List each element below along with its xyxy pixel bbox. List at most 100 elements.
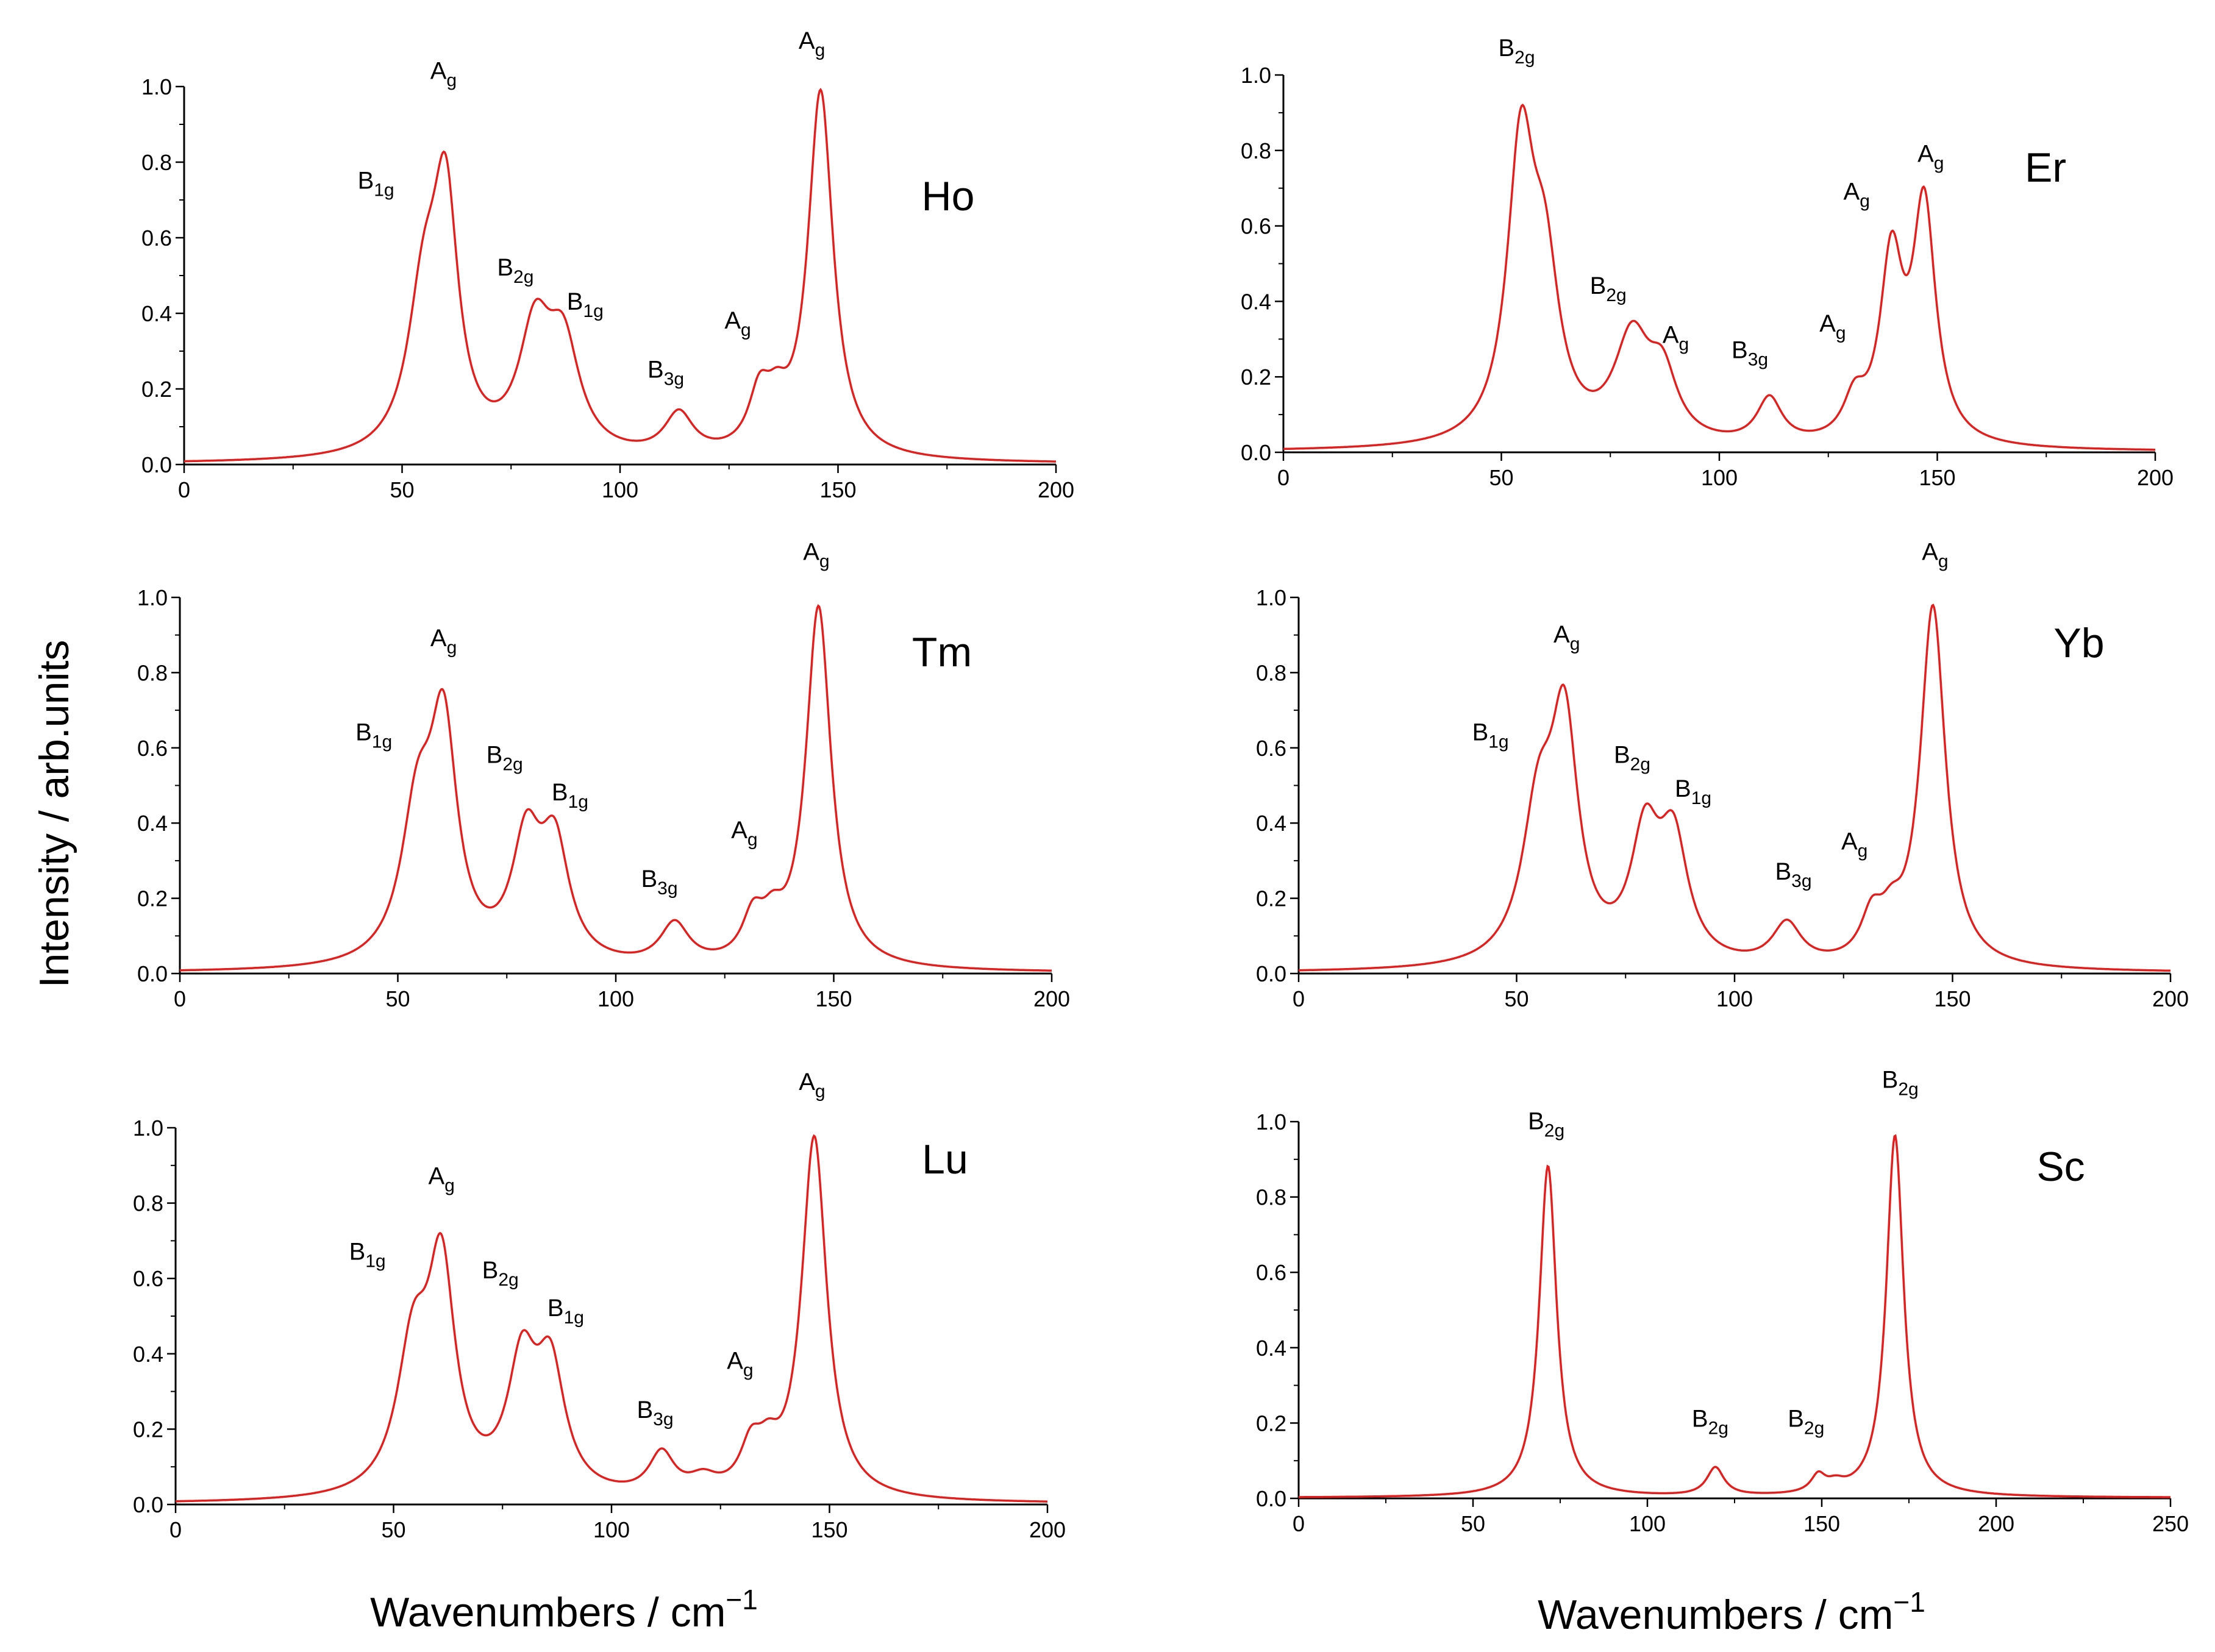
- peak-label: Ag: [1917, 140, 1944, 173]
- x-tick-label: 150: [1803, 1511, 1840, 1536]
- x-axis-title-right-exponent: −1: [1893, 1586, 1925, 1618]
- x-tick-label: 0: [174, 986, 186, 1011]
- panel-title: Sc: [2036, 1144, 2085, 1190]
- y-tick-label: 0.0: [141, 452, 172, 477]
- peak-label: B1g: [552, 779, 588, 812]
- y-tick-label: 1.0: [1256, 585, 1286, 610]
- panel-yb: 0 50 100 150 200 0.0 0.2 0.4 0.6 0.8 1.0 Ag B1g B2g B1…: [1256, 538, 2189, 1011]
- peak-label: B2g: [1692, 1406, 1728, 1439]
- x-axis-title-right-text: Wavenumbers / cm: [1538, 1592, 1893, 1638]
- peak-label: B2g: [1528, 1108, 1564, 1141]
- peak-label: B3g: [1732, 336, 1768, 369]
- y-tick-label: 0.2: [1256, 886, 1286, 911]
- panel-title: Tm: [912, 629, 972, 675]
- y-tick-label: 1.0: [141, 74, 172, 99]
- x-tick-label: 200: [1033, 986, 1070, 1011]
- peak-label: Ag: [1844, 178, 1870, 211]
- y-tick-label: 0.0: [1256, 1486, 1286, 1511]
- peak-label: Ag: [1553, 621, 1580, 654]
- panel-sc: 0 50 100 150 200 250 0.0 0.2 0.4 0.6 0.8 1.0 B2g B2g B…: [1256, 1066, 2189, 1536]
- y-tick-label: 0.4: [137, 811, 168, 836]
- peak-label: B1g: [358, 167, 394, 200]
- y-tick-label: 0.2: [137, 886, 168, 911]
- y-tick-label: 0.8: [137, 660, 168, 685]
- y-tick-label: 0.6: [1256, 736, 1286, 761]
- x-tick-label: 100: [597, 986, 634, 1011]
- y-tick-label: 0.6: [1256, 1260, 1286, 1285]
- spectrum-line: [1299, 1134, 2170, 1498]
- y-tick-label: 0.2: [141, 377, 172, 402]
- x-tick-label: 100: [593, 1517, 630, 1542]
- x-tick-label: 150: [1919, 465, 1955, 490]
- panel-title: Er: [2025, 144, 2066, 191]
- spectrum-line: [176, 1134, 1047, 1503]
- y-tick-label: 0.8: [1241, 138, 1271, 163]
- y-tick-label: 0.8: [141, 150, 172, 175]
- x-tick-label: 0: [169, 1517, 182, 1542]
- peak-label: B1g: [1472, 719, 1509, 752]
- x-tick-label: 200: [2137, 465, 2174, 490]
- panel-er: 0 50 100 150 200 0.0 0.2 0.4 0.6 0.8 1.0 B2g B2g Ag B3…: [1241, 35, 2174, 490]
- y-tick-label: 0.4: [1241, 289, 1271, 314]
- peak-label: B2g: [487, 741, 523, 774]
- x-axis-title-left-exponent: −1: [726, 1584, 757, 1615]
- x-axis-title-left: Wavenumbers / cm−1: [370, 1584, 758, 1636]
- peak-label: B1g: [1675, 775, 1711, 808]
- peak-label: B1g: [355, 719, 392, 752]
- y-tick-label: 0.2: [133, 1417, 163, 1442]
- peak-label: Ag: [799, 1069, 825, 1102]
- panel-lu: 0 50 100 150 200 0.0 0.2 0.4 0.6 0.8 1.0 Ag B1g B2g B1…: [133, 1069, 1066, 1542]
- x-tick-label: 0: [178, 477, 190, 502]
- peak-label: Ag: [1663, 321, 1689, 354]
- x-tick-label: 50: [385, 986, 410, 1011]
- y-tick-label: 0.0: [137, 961, 168, 986]
- x-tick-label: 150: [1934, 986, 1971, 1011]
- x-tick-label: 50: [1461, 1511, 1485, 1536]
- peak-label: Ag: [803, 538, 829, 571]
- panel-tm: 0 50 100 150 200 0.0 0.2 0.4 0.6 0.8 1.0 Ag B1g B2g B1…: [137, 538, 1070, 1011]
- y-tick-label: 1.0: [1256, 1109, 1286, 1134]
- peak-label: Ag: [727, 1348, 753, 1381]
- x-tick-label: 200: [1038, 477, 1074, 502]
- spectrum-line: [1299, 603, 2170, 972]
- y-tick-label: 0.4: [133, 1342, 163, 1367]
- peak-label: Ag: [1922, 538, 1948, 571]
- peak-label: B1g: [548, 1295, 584, 1328]
- peak-label: Ag: [430, 58, 457, 91]
- x-axis-title-left-text: Wavenumbers / cm: [370, 1589, 726, 1636]
- y-tick-label: 0.2: [1241, 365, 1271, 390]
- peak-label: B2g: [1788, 1406, 1824, 1439]
- y-tick-label: 0.6: [1241, 214, 1271, 239]
- y-tick-label: 0.8: [133, 1191, 163, 1216]
- x-tick-label: 100: [1629, 1511, 1666, 1536]
- x-tick-label: 150: [819, 477, 856, 502]
- y-tick-label: 0.6: [133, 1266, 163, 1291]
- x-tick-label: 200: [1029, 1517, 1066, 1542]
- peak-label: B2g: [1882, 1066, 1919, 1099]
- peak-label: B2g: [497, 254, 533, 287]
- peak-label: Ag: [1841, 828, 1867, 861]
- spectrum-line: [184, 87, 1056, 463]
- spectrum-line: [180, 603, 1052, 972]
- y-tick-label: 0.4: [1256, 1336, 1286, 1361]
- peak-label: Ag: [428, 1163, 454, 1196]
- y-tick-label: 0.0: [133, 1492, 163, 1517]
- panel-ho: 0 50 100 150 200 0.0 0.2 0.4 0.6 0.8 1.0 Ag B1g B2g B1…: [141, 27, 1074, 502]
- peak-label: Ag: [1819, 310, 1846, 343]
- x-tick-label: 200: [1978, 1511, 2014, 1536]
- x-tick-label: 100: [1716, 986, 1753, 1011]
- peak-label: Ag: [430, 625, 457, 658]
- y-tick-label: 0.6: [137, 736, 168, 761]
- spectrum-line: [1283, 104, 2155, 451]
- x-tick-label: 50: [1504, 986, 1528, 1011]
- panel-title: Lu: [922, 1136, 968, 1183]
- panel-title: Yb: [2053, 620, 2104, 666]
- peak-label: B2g: [1590, 272, 1627, 305]
- peak-label: Ag: [799, 27, 825, 60]
- x-axis-title-right: Wavenumbers / cm−1: [1538, 1586, 1925, 1638]
- y-tick-label: 0.4: [1256, 811, 1286, 836]
- x-tick-label: 50: [1489, 465, 1513, 490]
- x-tick-label: 0: [1277, 465, 1289, 490]
- x-tick-label: 50: [381, 1517, 405, 1542]
